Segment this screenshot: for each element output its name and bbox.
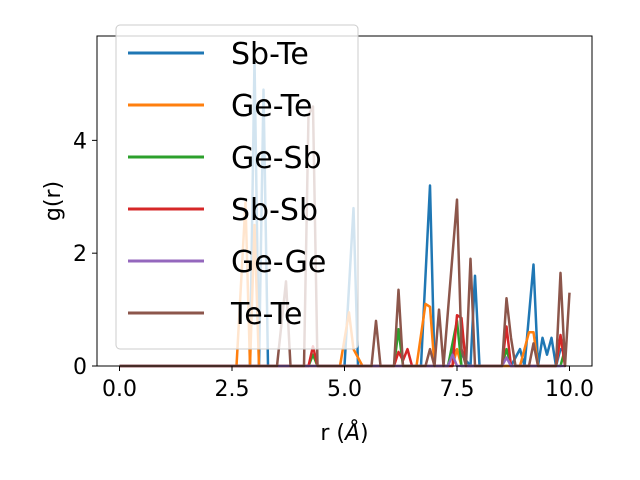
legend-label-ge-sb: Ge-Sb xyxy=(231,141,322,176)
x-axis-label-unit: Å xyxy=(343,419,360,446)
ticks-layer: 0.0 2.5 5.0 7.5 10.0 0 2 4 xyxy=(73,129,594,402)
x-axis-label-text: r ( xyxy=(320,421,345,446)
legend-label-ge-ge: Ge-Ge xyxy=(231,245,326,280)
y-axis-label: g(r) xyxy=(41,181,66,221)
x-tick-label: 5.0 xyxy=(327,377,362,402)
legend-label-te-te: Te-Te xyxy=(230,297,302,332)
x-tick-label: 2.5 xyxy=(215,377,250,402)
y-tick-label: 4 xyxy=(73,129,87,154)
x-tick-label: 0.0 xyxy=(102,377,137,402)
legend-label-sb-sb: Sb-Sb xyxy=(231,193,318,228)
x-tick-label: 10.0 xyxy=(545,377,594,402)
legend-label-ge-te: Ge-Te xyxy=(231,89,312,124)
y-tick-label: 2 xyxy=(73,242,87,267)
legend: Sb-Te Ge-Te Ge-Sb Sb-Sb Ge-Ge Te-Te xyxy=(115,24,359,350)
x-axis-label-close: ) xyxy=(360,421,369,446)
x-axis-label: r (Å) xyxy=(320,419,368,446)
x-tick-label: 7.5 xyxy=(440,377,475,402)
legend-label-sb-te: Sb-Te xyxy=(231,37,309,72)
y-tick-label: 0 xyxy=(73,355,87,380)
